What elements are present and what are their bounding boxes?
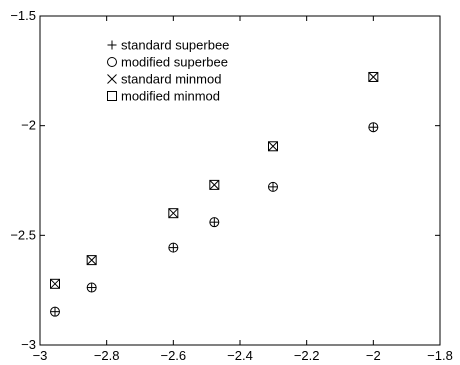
x-tick-label: −3 [33,348,48,363]
data-point-cross [268,141,278,152]
axis-ticks [39,15,441,346]
data-point-circle [86,282,97,293]
x-tick-label: −2 [366,348,381,363]
data-point-plus [168,243,178,253]
data-points [50,71,379,317]
data-point-cross [368,72,379,82]
legend-marker-plus [107,40,117,50]
data-point-cross [209,180,220,190]
data-point-square [209,179,220,190]
y-tick-labels: −3 −2.5 −2 −1.5 [10,8,36,352]
legend-label: standard superbee [121,38,229,53]
x-tick-labels: −3 −2.8 −2.6 −2.4 −2.2 −2 −1.8 [33,348,453,363]
data-point-circle [50,306,60,317]
data-point-plus [87,283,97,293]
y-tick-label: −2 [21,118,36,133]
y-tick-label: −2.5 [10,227,36,242]
x-tick-label: −2.6 [160,348,186,363]
data-point-plus [209,217,219,227]
data-point-cross [86,255,97,265]
data-point-plus [368,122,378,132]
data-point-circle [268,181,278,192]
data-point-square [50,278,60,289]
x-tick-label: −2.4 [227,348,253,363]
legend-marker-square [107,91,117,101]
data-point-circle [368,122,379,133]
legend-label: modified superbee [121,55,228,70]
legend-label: modified minmod [121,89,220,104]
data-point-plus [268,182,278,192]
data-point-square [368,71,379,82]
data-point-square [168,208,179,219]
legend-marker-cross [107,74,117,84]
plot-frame [39,15,441,346]
y-tick-label: −3 [21,337,36,352]
legend: standard superbee modified superbee standa… [107,38,229,104]
data-point-square [86,255,97,266]
x-tick-label: −2.8 [94,348,120,363]
data-point-cross [50,278,60,289]
data-point-circle [168,242,179,253]
x-tick-label: −1.8 [427,348,453,363]
x-tick-label: −2.2 [294,348,320,363]
data-point-square [268,141,278,152]
data-point-circle [209,217,220,228]
y-tick-label: −1.5 [10,8,36,23]
legend-marker-circle [107,57,117,67]
data-point-plus [50,307,60,317]
legend-label: standard minmod [121,72,221,87]
data-point-cross [168,208,179,219]
